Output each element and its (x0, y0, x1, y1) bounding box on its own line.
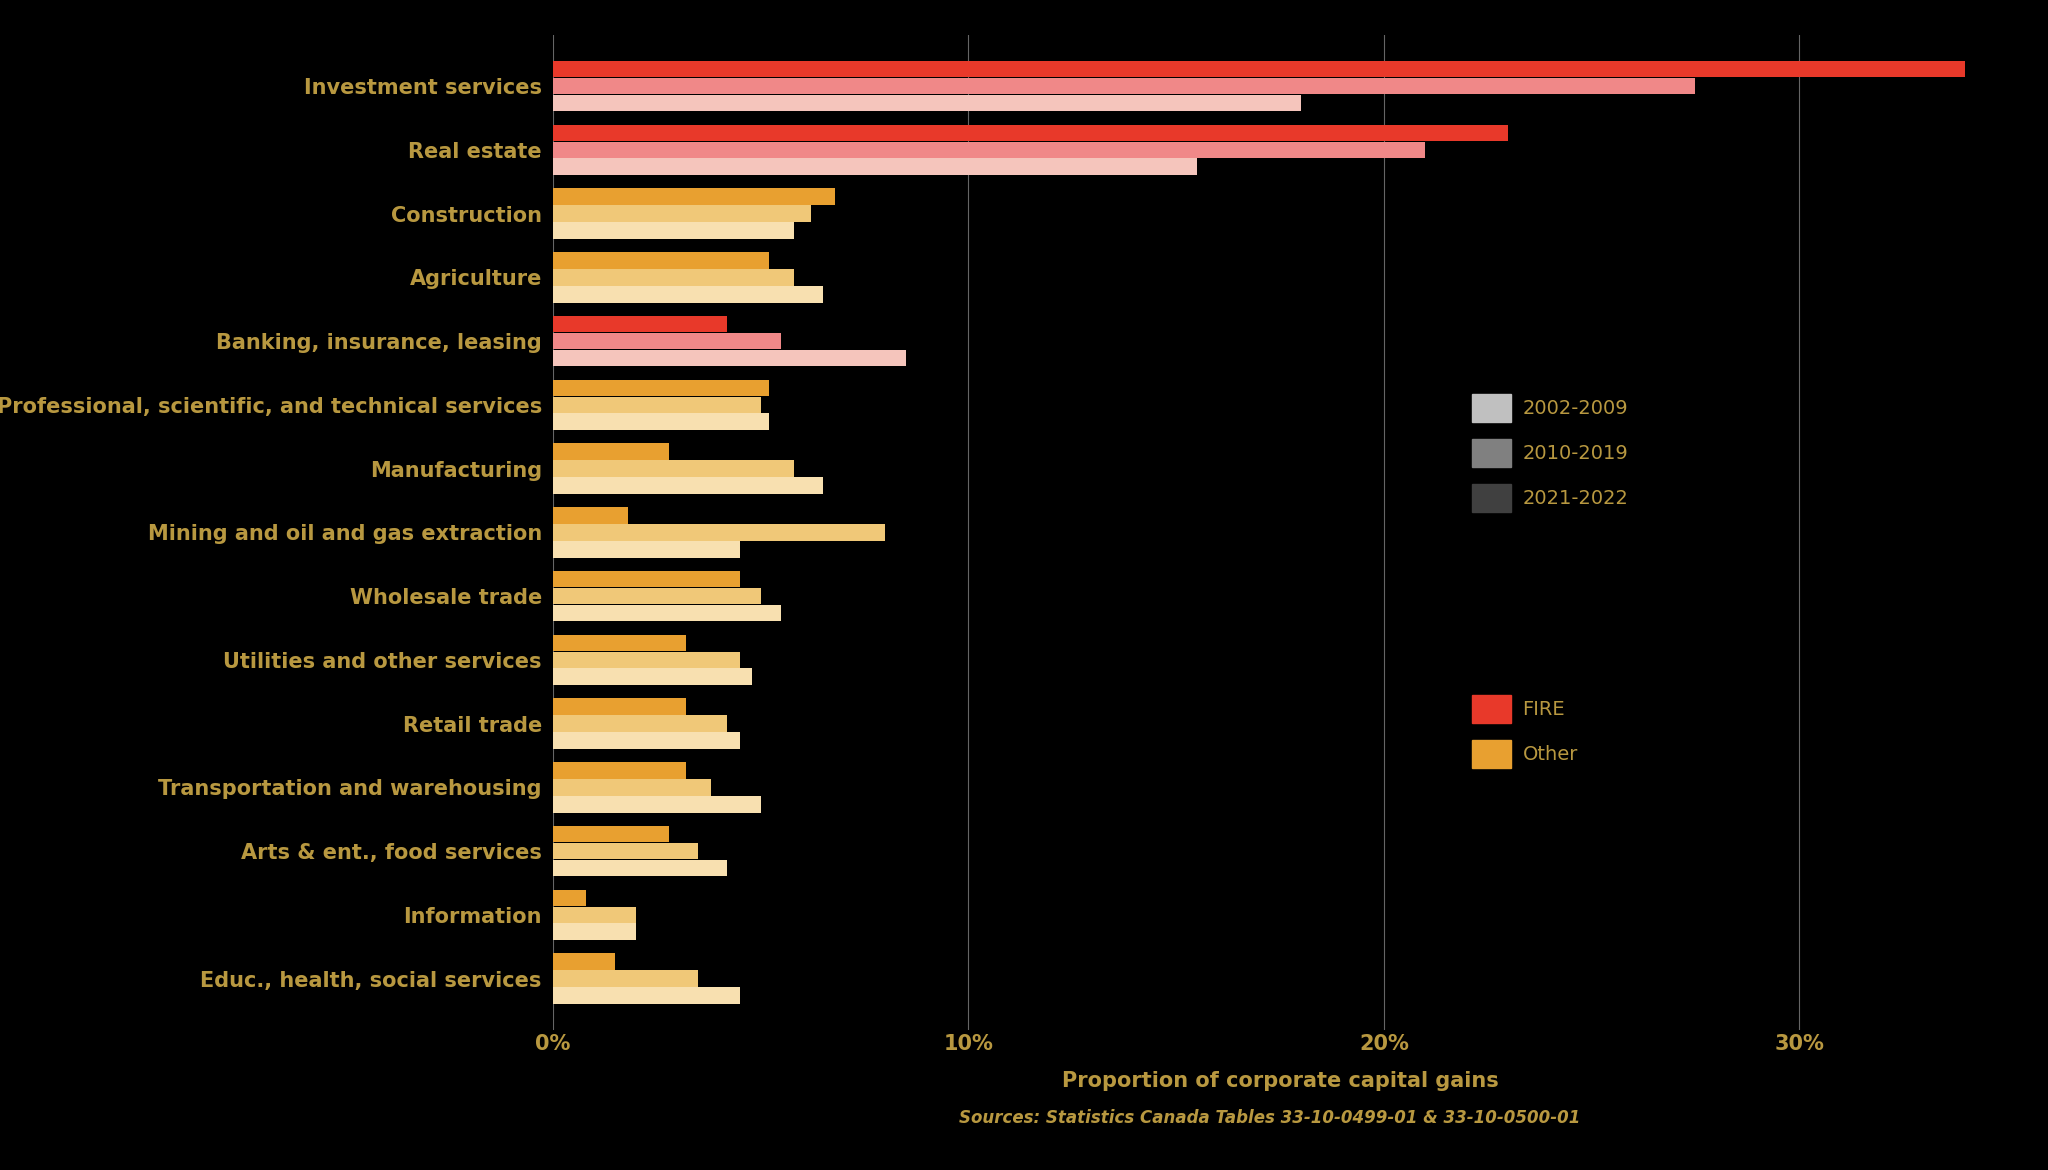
Bar (553, 698, 686, 715)
Bar (553, 923, 637, 940)
Bar (553, 507, 629, 524)
Bar (553, 571, 739, 587)
Bar (553, 715, 727, 732)
Bar (553, 762, 686, 779)
Bar (553, 460, 795, 477)
Bar (553, 889, 586, 907)
Bar (553, 860, 727, 876)
Bar (553, 413, 768, 431)
Bar (553, 78, 1696, 95)
Bar (553, 652, 739, 668)
Bar (553, 285, 823, 303)
Bar (553, 269, 795, 285)
Bar (553, 397, 760, 413)
Bar (553, 826, 670, 842)
Bar (553, 380, 768, 397)
Bar (553, 205, 811, 222)
Legend: FIRE, Other: FIRE, Other (1464, 687, 1585, 776)
Bar (553, 316, 727, 332)
Bar (553, 842, 698, 860)
X-axis label: Proportion of corporate capital gains: Proportion of corporate capital gains (1061, 1071, 1499, 1092)
Bar (553, 477, 823, 494)
Bar (553, 142, 1425, 158)
Bar (553, 61, 1966, 77)
Bar (553, 443, 670, 460)
Bar (553, 634, 686, 652)
Bar (553, 350, 905, 366)
Bar (553, 907, 637, 923)
Bar (553, 605, 782, 621)
Bar (553, 779, 711, 796)
Bar (553, 125, 1509, 142)
Bar (553, 188, 836, 205)
Bar (553, 732, 739, 749)
Text: Sources: Statistics Canada Tables 33-10-0499-01 & 33-10-0500-01: Sources: Statistics Canada Tables 33-10-… (958, 1109, 1581, 1127)
Bar (553, 222, 795, 239)
Bar (553, 253, 768, 269)
Bar (553, 587, 760, 605)
Bar (553, 158, 1196, 176)
Bar (553, 668, 752, 684)
Bar (553, 796, 760, 812)
Bar (553, 987, 739, 1004)
Bar (553, 332, 782, 350)
Bar (553, 524, 885, 541)
Bar (553, 95, 1300, 111)
Bar (553, 541, 739, 558)
Bar (553, 970, 698, 986)
Bar (553, 954, 614, 970)
